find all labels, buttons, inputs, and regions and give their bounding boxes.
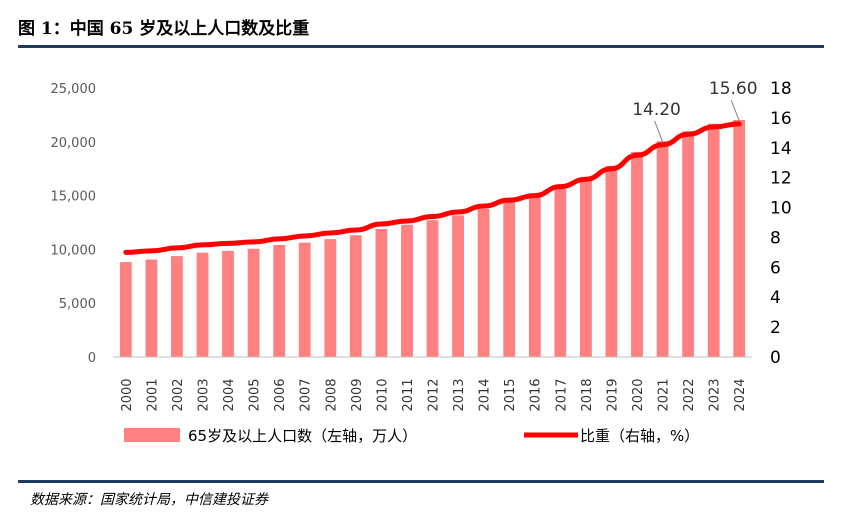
x-tick-2002: 2002 [171,378,186,411]
bar-2017 [554,186,567,357]
bar-2019 [605,165,618,357]
legend-line-label: 比重（右轴，%） [580,427,699,445]
annotation-leader-2021 [654,120,664,142]
x-tick-2018: 2018 [580,378,595,411]
x-tick-2009: 2009 [350,378,365,411]
bar-2003 [196,252,209,357]
bar-2015 [503,202,516,357]
x-tick-labels: 2000 2001 2002 2003 2004 2005 2006 2007 2008 2009… [120,378,748,411]
x-tick-2001: 2001 [145,378,160,411]
bar-2011 [401,224,413,357]
legend-bar-label: 65岁及以上人口数（左轴，万人） [188,427,417,445]
bar-2008 [324,239,337,357]
x-tick-2006: 2006 [273,378,288,411]
bar-2016 [528,195,541,357]
x-tick-2021: 2021 [657,378,672,411]
x-tick-2024: 2024 [733,378,748,411]
x-tick-2005: 2005 [248,378,263,411]
y-right-tick: 8 [770,228,781,248]
x-tick-2011: 2011 [401,378,416,411]
source-rule [18,480,824,483]
x-tick-2012: 2012 [427,378,442,411]
x-tick-2004: 2004 [222,378,237,411]
x-tick-2000: 2000 [120,378,135,411]
annotations: 14.20 15.60 [632,79,758,142]
share-line [123,121,742,255]
bar-2004 [222,250,234,357]
bar-2013 [452,215,464,357]
x-tick-2014: 2014 [478,378,493,411]
y-left-tick: 15,000 [51,190,97,205]
x-tick-2008: 2008 [324,378,339,411]
bar-2005 [247,248,260,357]
x-tick-2013: 2013 [452,378,467,411]
y-right-tick: 2 [770,318,781,338]
annotation-leader-2024 [730,99,740,122]
y-left-tick-labels: 0 5,000 10,000 15,000 20,000 25,000 [51,82,97,366]
x-tick-2015: 2015 [503,378,518,411]
y-right-tick: 12 [770,169,792,189]
x-tick-2016: 2016 [529,378,544,411]
bar-2020 [631,151,643,357]
figure-title: 图 1：中国 65 岁及以上人口数及比重 [18,19,310,39]
bar-2022 [682,131,694,357]
y-left-tick: 10,000 [51,243,97,258]
bar-2014 [477,209,490,357]
bar-2009 [349,235,362,357]
legend: 65岁及以上人口数（左轴，万人） 比重（右轴，%） [124,427,699,445]
x-tick-2007: 2007 [299,378,314,411]
y-left-tick: 0 [88,351,96,366]
annotation-2024: 15.60 [709,79,758,99]
y-left-tick: 25,000 [51,82,97,97]
y-right-tick-labels: 0 2 4 6 8 10 12 14 16 18 [770,79,792,368]
y-left-tick: 20,000 [51,136,97,151]
y-right-tick: 6 [770,258,781,278]
x-tick-2019: 2019 [605,378,620,411]
source-note: 数据来源：国家统计局，中信建投证券 [30,492,268,508]
annotation-2021: 14.20 [632,100,681,120]
bar-2024 [733,120,746,357]
y-right-tick: 0 [770,348,781,368]
bar-2002 [171,256,183,357]
bar-2001 [145,259,158,357]
y-right-tick: 4 [770,288,781,308]
y-right-tick: 18 [770,79,792,99]
x-tick-2017: 2017 [554,378,569,411]
title-rule [18,45,824,48]
bar-series [119,120,746,357]
bar-2021 [656,141,669,357]
bar-2012 [426,220,439,357]
y-left-tick: 5,000 [59,297,96,312]
bar-2000 [119,262,132,357]
y-right-tick: 10 [770,199,792,219]
bar-2018 [580,177,592,357]
bar-2023 [707,123,720,357]
y-right-tick: 14 [770,139,792,159]
y-right-tick: 16 [770,109,792,129]
legend-bar-swatch [124,428,180,442]
x-tick-2003: 2003 [197,378,212,411]
bar-2006 [273,244,286,357]
x-tick-2020: 2020 [631,378,646,411]
bar-2007 [298,242,311,357]
x-tick-2010: 2010 [375,378,390,411]
x-tick-2023: 2023 [708,378,723,411]
bar-2010 [375,229,388,357]
x-tick-2022: 2022 [682,378,697,411]
